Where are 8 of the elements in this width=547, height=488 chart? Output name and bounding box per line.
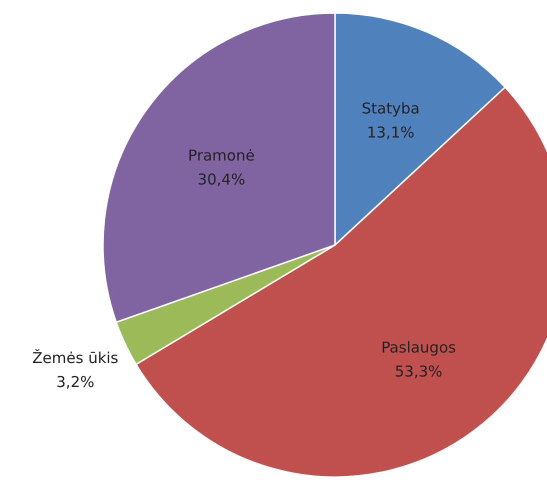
- slice-label: Žemės ūkis: [32, 349, 119, 368]
- slice-label: Paslaugos: [381, 338, 456, 356]
- slice-label: Pramonė: [188, 146, 255, 165]
- data-label: 3,2%: [56, 373, 94, 392]
- data-label: 53,3%: [394, 362, 442, 380]
- data-label: 13,1%: [366, 123, 415, 142]
- data-label: 30,4%: [198, 170, 246, 189]
- slice-label: Statyba: [362, 99, 420, 118]
